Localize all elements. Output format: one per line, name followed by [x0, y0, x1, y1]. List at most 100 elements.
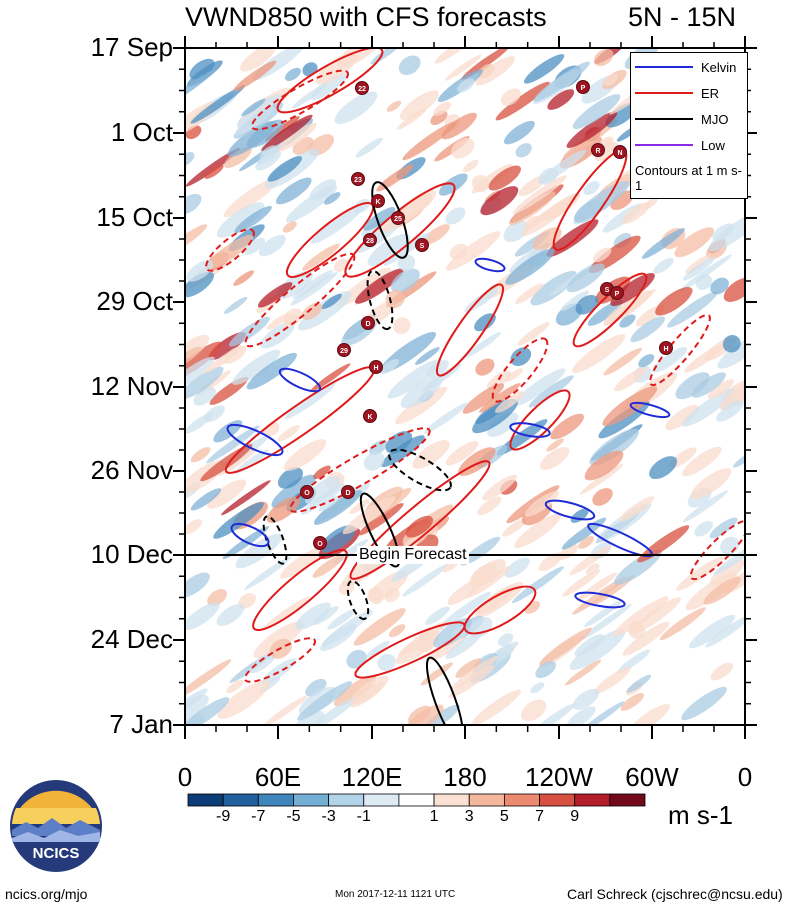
- anomaly-patch: [474, 313, 496, 332]
- anomaly-patch: [594, 667, 631, 694]
- er-contour: [344, 182, 456, 278]
- anomaly-patch: [572, 576, 627, 615]
- anomaly-patch: [284, 383, 336, 419]
- kelvin-contour: [509, 422, 551, 438]
- colorbar-swatch: [222, 793, 259, 807]
- anomaly-patch: [605, 102, 638, 128]
- colorbar-units: m s-1: [668, 800, 733, 830]
- colorbar-label: -5: [286, 808, 301, 825]
- anomaly-patch: [305, 678, 327, 697]
- anomaly-patch: [266, 313, 290, 331]
- storm-label: 22: [358, 86, 366, 93]
- anomaly-patch: [566, 706, 596, 725]
- anomaly-patch: [583, 181, 600, 195]
- colorbar-swatch: [398, 793, 435, 807]
- anomaly-patch: [705, 614, 745, 648]
- kelvin-contour: [230, 522, 270, 548]
- anomaly-patch: [433, 101, 451, 116]
- anomaly-patch: [271, 474, 316, 509]
- anomaly-patch: [333, 674, 377, 707]
- colorbar-label: -3: [321, 808, 336, 825]
- anomaly-patch: [267, 156, 303, 182]
- anomaly-patch: [682, 388, 736, 427]
- legend-label: Kelvin: [701, 59, 737, 75]
- anomaly-patch: [616, 649, 651, 674]
- storm-marker: [361, 316, 375, 330]
- anomaly-patch: [572, 688, 599, 710]
- x-tick-label: 180: [443, 762, 487, 792]
- anomaly-patch: [216, 603, 245, 626]
- legend-item-er: ER: [635, 83, 719, 103]
- er-contour: [354, 621, 466, 679]
- anomaly-patch: [674, 227, 715, 258]
- anomaly-patch: [263, 596, 310, 630]
- anomaly-patch: [246, 119, 284, 149]
- anomaly-patch: [523, 193, 577, 231]
- anomaly-patch: [722, 335, 741, 353]
- anomaly-patch: [535, 661, 557, 679]
- storm-label: N: [617, 150, 622, 157]
- storm-marker: [415, 238, 429, 252]
- anomaly-patch: [709, 517, 738, 539]
- legend-label: MJO: [701, 111, 729, 127]
- anomaly-patch: [312, 554, 345, 578]
- anomaly-patch: [708, 211, 745, 252]
- anomaly-patch: [234, 205, 272, 234]
- y-tick-label: 24 Dec: [90, 624, 173, 654]
- x-tick-label: 60E: [254, 762, 302, 792]
- anomaly-patch: [246, 352, 297, 390]
- anomaly-patch: [653, 257, 674, 274]
- filtered-wave-contours: [205, 48, 745, 725]
- anomaly-patch: [263, 695, 307, 725]
- anomaly-patch: [369, 440, 388, 456]
- anomaly-patch: [290, 272, 338, 306]
- storm-label: D: [345, 490, 350, 497]
- anomaly-patch: [313, 465, 331, 480]
- anomaly-patch: [388, 624, 406, 638]
- anomaly-patch: [207, 479, 247, 509]
- anomaly-patch: [376, 164, 414, 192]
- anomaly-patch: [471, 689, 522, 725]
- anomaly-patch: [503, 120, 535, 145]
- anomaly-patch: [282, 221, 297, 233]
- er-contour: [689, 519, 745, 581]
- legend-item-kelvin: Kelvin: [635, 57, 736, 77]
- anomaly-patch: [477, 496, 502, 516]
- er-contour: [244, 637, 316, 683]
- colorbar-swatch: [363, 793, 400, 807]
- colorbar-label: 7: [535, 808, 544, 825]
- y-tick-label: 10 Dec: [90, 539, 173, 569]
- anomaly-patch: [185, 334, 210, 361]
- forecast-label: Begin Forecast: [357, 546, 469, 564]
- anomaly-patch: [327, 609, 356, 630]
- storm-label: 29: [340, 348, 348, 355]
- anomaly-patch: [185, 69, 216, 106]
- er-contour: [244, 252, 356, 348]
- anomaly-patch: [301, 483, 345, 515]
- anomaly-patch: [710, 662, 734, 681]
- mjo-contour: [425, 656, 465, 725]
- anomaly-patch: [621, 202, 651, 224]
- storm-marker: [576, 80, 590, 94]
- storm-marker: [313, 536, 327, 550]
- anomaly-patch: [185, 271, 214, 298]
- anomaly-patch: [566, 263, 605, 293]
- colorbar-label: 5: [499, 808, 509, 825]
- anomaly-patch: [593, 48, 614, 67]
- er-contour: [252, 548, 348, 632]
- storm-marker: [391, 211, 405, 225]
- storm-marker: [369, 360, 383, 374]
- anomaly-patch: [310, 206, 363, 244]
- storm-label: K: [375, 199, 380, 206]
- anomaly-patch: [566, 111, 618, 149]
- legend-swatch: [635, 118, 693, 120]
- anomaly-patch: [301, 302, 323, 320]
- anomaly-patch: [430, 110, 448, 126]
- er-contour: [250, 69, 350, 131]
- storm-marker: [351, 172, 365, 186]
- anomaly-patch: [561, 517, 607, 550]
- anomaly-patch: [185, 346, 201, 367]
- anomaly-patch: [510, 347, 532, 367]
- anomaly-patch: [482, 474, 518, 501]
- anomaly-patch: [538, 552, 563, 571]
